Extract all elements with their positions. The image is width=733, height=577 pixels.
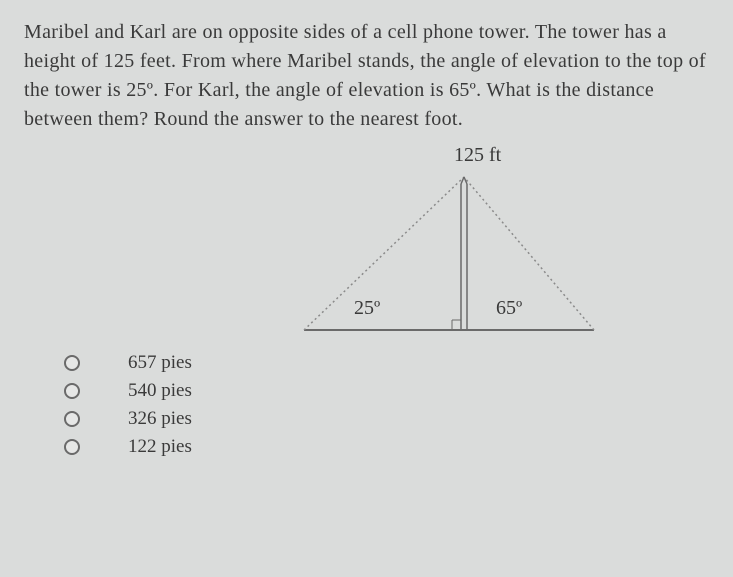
triangle-diagram <box>294 172 614 342</box>
answer-options: 657 pies 540 pies 326 pies 122 pies <box>64 352 709 458</box>
question-text: Maribel and Karl are on opposite sides o… <box>24 18 709 134</box>
option-label: 326 pies <box>128 408 192 430</box>
option-row[interactable]: 657 pies <box>64 352 709 374</box>
diagram: 125 ft 25º 65º <box>24 142 709 352</box>
option-label: 657 pies <box>128 352 192 374</box>
radio-button[interactable] <box>64 439 80 455</box>
angle-right-label: 65º <box>496 297 522 320</box>
radio-button[interactable] <box>64 383 80 399</box>
radio-button[interactable] <box>64 355 80 371</box>
option-row[interactable]: 540 pies <box>64 380 709 402</box>
option-row[interactable]: 122 pies <box>64 436 709 458</box>
option-label: 540 pies <box>128 380 192 402</box>
option-label: 122 pies <box>128 436 192 458</box>
option-row[interactable]: 326 pies <box>64 408 709 430</box>
angle-left-label: 25º <box>354 297 380 320</box>
height-label: 125 ft <box>454 144 501 167</box>
radio-button[interactable] <box>64 411 80 427</box>
